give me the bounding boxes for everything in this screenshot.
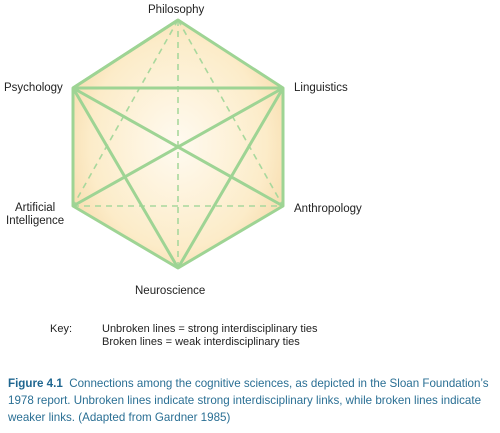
- figure-caption: Figure 4.1 Connections among the cogniti…: [8, 375, 496, 426]
- node-label-neuroscience: Neuroscience: [135, 285, 206, 297]
- node-label-anthropology: Anthropology: [294, 203, 362, 215]
- key-title: Key:: [50, 323, 73, 335]
- node-label-philosophy: Philosophy: [148, 4, 205, 16]
- figure-label: Figure 4.1: [8, 377, 63, 390]
- node-label-ai-line1: Artificial: [14, 202, 56, 214]
- weak-link-philosophy-ai: [72, 19, 179, 207]
- key-unbroken-entry: Unbroken lines = strong interdisciplinar…: [102, 323, 318, 335]
- strong-link-philosophy-psychology: [72, 18, 179, 90]
- key-broken-entry: Broken lines = weak interdisciplinary ti…: [102, 336, 300, 348]
- weak-link-philosophy-anthropology: [177, 19, 284, 207]
- node-label-psychology: Psychology: [4, 82, 63, 94]
- strong-links: [71, 18, 285, 270]
- weak-links: [72, 19, 284, 268]
- strong-link-linguistics-neuroscience: [176, 87, 285, 269]
- node-label-artificial-intelligence: Artificial Intelligence: [6, 202, 64, 228]
- cognitive-science-hexagon-diagram: [71, 18, 285, 270]
- strong-link-linguistics-ai: [72, 86, 284, 208]
- node-label-ai-line2: Intelligence: [6, 215, 65, 227]
- key-entries: Unbroken lines = strong interdisciplinar…: [102, 323, 318, 349]
- figure-caption-text: Connections among the cognitive sciences…: [8, 377, 489, 424]
- node-label-linguistics: Linguistics: [294, 82, 348, 94]
